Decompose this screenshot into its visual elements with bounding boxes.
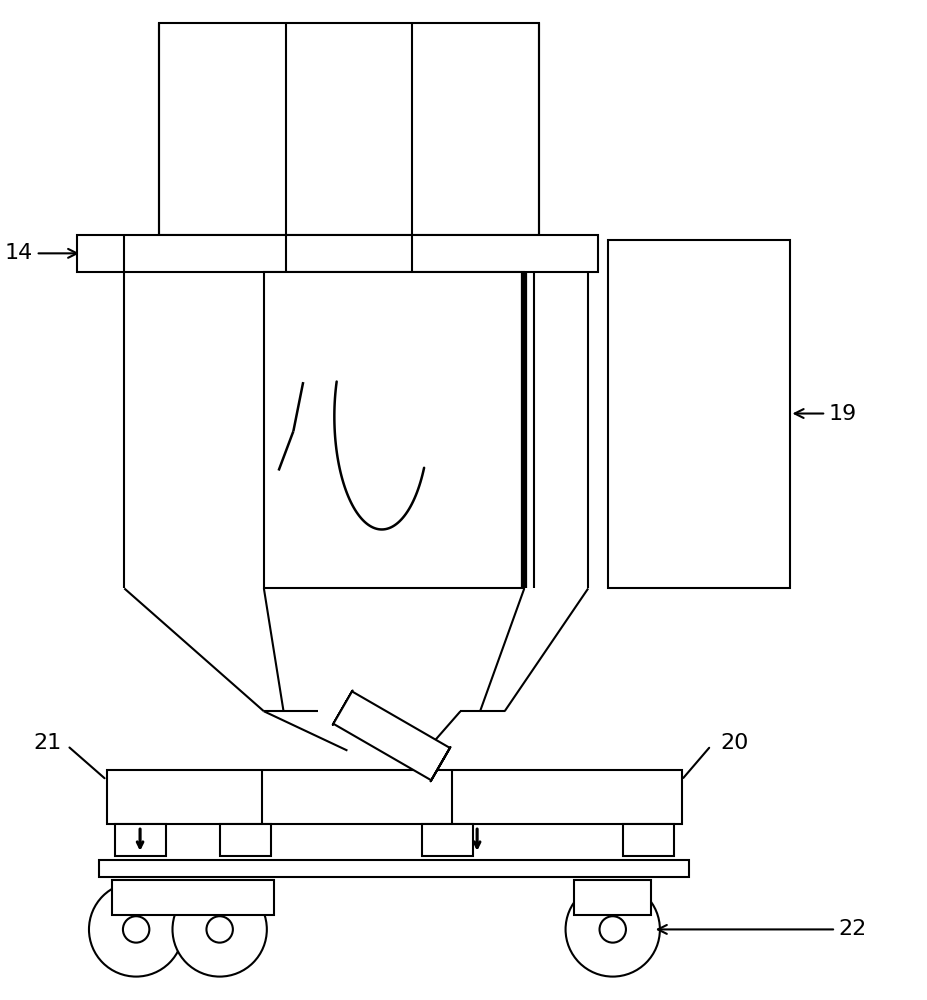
Bar [159,23,539,235]
Bar [107,770,680,824]
Text: 19: 19 [794,404,857,424]
Bar [114,824,165,856]
Bar [607,240,789,588]
Bar [220,824,271,856]
Circle shape [122,916,149,943]
Bar [422,824,473,856]
Text: 20: 20 [720,733,748,753]
Text: 21: 21 [33,733,61,753]
Circle shape [206,916,233,943]
Bar [574,880,651,915]
Text: 14: 14 [5,243,77,263]
Circle shape [172,882,267,977]
Bar [111,880,273,915]
Circle shape [599,916,626,943]
Bar [622,824,673,856]
Bar [98,860,689,877]
Bar [77,235,597,272]
Bar [263,272,524,588]
Text: 22: 22 [657,919,866,939]
Polygon shape [333,691,450,780]
Circle shape [565,882,659,977]
Circle shape [89,882,184,977]
